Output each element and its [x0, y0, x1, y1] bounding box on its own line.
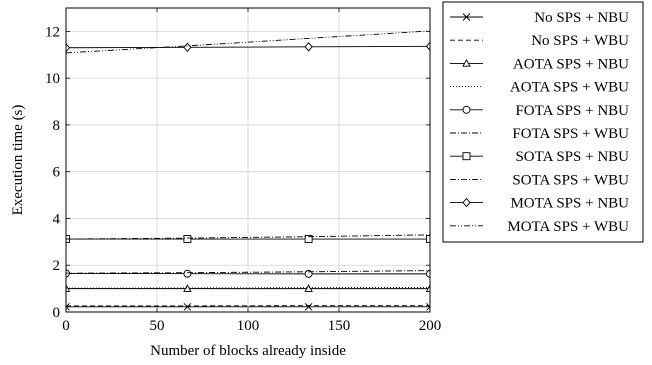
legend-label: FOTA SPS + NBU	[515, 103, 629, 119]
y-tick-label: 0	[53, 305, 61, 321]
data-point	[184, 270, 191, 277]
y-tick-label: 12	[45, 24, 60, 40]
x-tick-label: 50	[150, 318, 165, 334]
data-point	[463, 106, 470, 113]
legend-label: SOTA SPS + NBU	[515, 149, 629, 165]
data-point	[184, 236, 191, 243]
legend-label: MOTA SPS + WBU	[507, 219, 629, 235]
legend-label: MOTA SPS + NBU	[510, 196, 629, 212]
y-tick-label: 2	[53, 258, 61, 274]
legend-label: No SPS + WBU	[531, 33, 629, 49]
grid	[66, 8, 430, 312]
y-tick-label: 6	[53, 165, 61, 181]
legend-label: AOTA SPS + NBU	[513, 56, 629, 72]
y-tick-label: 8	[53, 118, 61, 134]
legend-label: No SPS + NBU	[534, 10, 629, 26]
y-tick-label: 4	[53, 211, 61, 227]
data-point	[305, 43, 312, 51]
x-axis-label: Number of blocks already inside	[150, 343, 346, 359]
x-tick-label: 0	[62, 318, 70, 334]
axes: 0 50 100 150 200 0 2 4 6 8 10 12	[45, 8, 441, 334]
data-point	[184, 43, 191, 51]
y-tick-label: 10	[45, 71, 60, 87]
y-axis-label: Execution time (s)	[10, 105, 26, 216]
x-tick-label: 200	[419, 318, 442, 334]
legend: No SPS + NBU No SPS + WBU AOTA SPS + NBU AO…	[443, 2, 643, 242]
legend-label: FOTA SPS + WBU	[512, 126, 629, 142]
legend-label: SOTA SPS + WBU	[512, 172, 629, 188]
x-tick-label: 100	[237, 318, 260, 334]
legend-label: AOTA SPS + WBU	[510, 80, 629, 96]
data-point	[463, 153, 470, 160]
x-tick-label: 150	[328, 318, 351, 334]
